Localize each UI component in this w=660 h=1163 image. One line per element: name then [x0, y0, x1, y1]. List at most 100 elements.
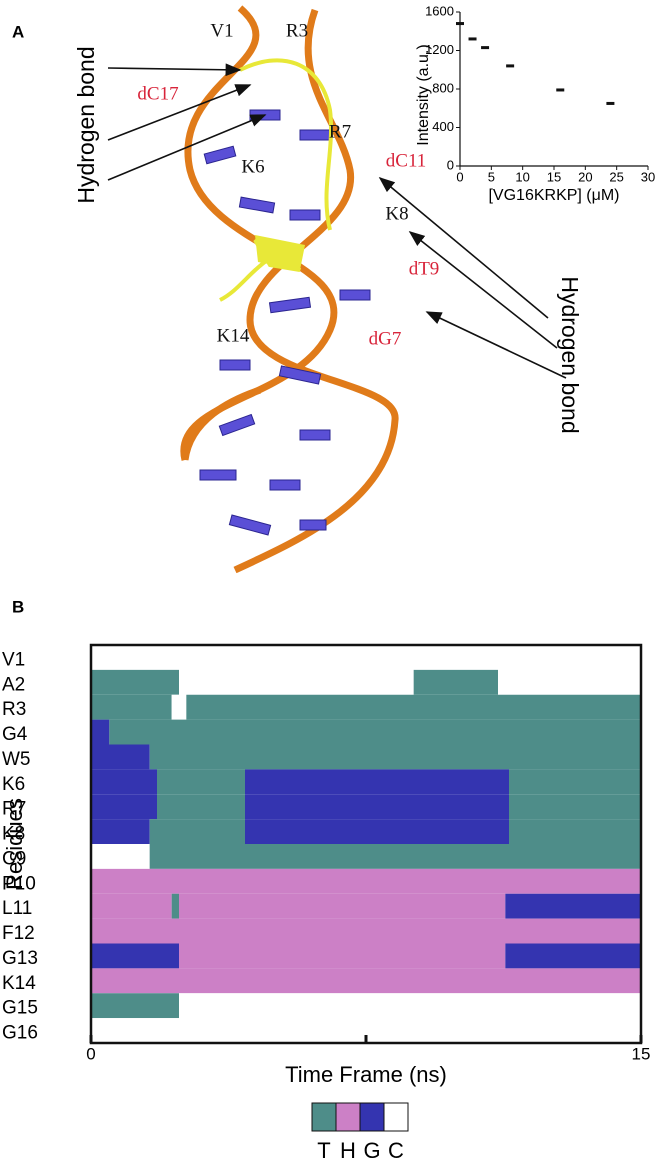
y-tick-label: R7: [2, 799, 26, 820]
y-tick-label: L11: [2, 898, 32, 919]
structure-run: [91, 993, 179, 1019]
structure-run: [186, 694, 642, 720]
structure-run: [505, 943, 641, 969]
y-tick-label: R3: [2, 699, 26, 720]
annotation: K14: [217, 325, 250, 346]
structure-run: [245, 769, 509, 795]
structure-run: [149, 844, 641, 869]
y-axis-label: Intensity (a.u.): [415, 44, 432, 145]
structure-run: [171, 893, 179, 919]
legend-swatch: [335, 1102, 361, 1132]
structure-run: [91, 819, 150, 844]
structure-run: [245, 819, 509, 844]
legend-swatch: [311, 1102, 337, 1132]
legend-swatch: [359, 1102, 385, 1132]
structure-run: [91, 918, 641, 944]
legend-label: H: [340, 1138, 356, 1163]
x-tick-label: 20: [578, 169, 592, 184]
x-tick-label: 0: [456, 169, 463, 184]
structure-run: [498, 669, 641, 695]
structure-run: [109, 719, 642, 745]
callout: Hydrogen bond: [557, 276, 583, 433]
legend-label: T: [317, 1138, 330, 1163]
annotation: R3: [286, 20, 308, 41]
x-tick-label: 10: [515, 169, 529, 184]
x-tick-label: 25: [609, 169, 623, 184]
structure-run: [171, 694, 187, 720]
y-tick-label: V1: [2, 649, 25, 670]
legend-label: G: [363, 1138, 380, 1163]
annotation: K6: [241, 156, 264, 177]
x-tick-label: 30: [641, 169, 655, 184]
structure-run: [91, 694, 172, 720]
structure-run: [91, 868, 641, 894]
structure-run: [91, 968, 641, 994]
structure-run: [179, 669, 414, 695]
structure-run: [413, 669, 498, 695]
x-tick-label: 0: [86, 1044, 95, 1063]
y-tick-label: K14: [2, 973, 36, 994]
x-tick-label: 5: [488, 169, 495, 184]
y-tick-label: 1600: [425, 3, 454, 18]
structure-run: [91, 719, 110, 745]
legend-swatch: [383, 1102, 409, 1132]
structure-run: [509, 769, 641, 795]
annotation: dT9: [409, 258, 440, 279]
y-tick-label: K6: [2, 774, 25, 795]
structure-run: [509, 819, 641, 844]
y-tick-label: C9: [2, 848, 26, 869]
x-tick-label: 15: [632, 1044, 651, 1063]
y-axis-label: Residues: [2, 798, 27, 890]
arrows: [107, 63, 567, 379]
annotation: dC11: [386, 150, 426, 171]
point: [506, 64, 515, 68]
y-tick-label: 800: [432, 80, 454, 95]
y-tick-label: 1200: [425, 42, 454, 57]
structure-run: [91, 669, 179, 695]
annotation: V1: [210, 20, 233, 41]
structure-run: [91, 645, 641, 670]
y-tick-label: 400: [432, 119, 454, 134]
annotation: K8: [385, 203, 408, 224]
annotation: dG7: [369, 328, 402, 349]
y-tick-label: K8: [2, 824, 25, 845]
structure-run: [91, 943, 179, 969]
point: [606, 101, 615, 105]
structure-run: [505, 893, 641, 919]
structure-run: [157, 794, 245, 820]
annotation: R7: [329, 121, 351, 142]
structure-run: [149, 744, 641, 770]
structure-run: [149, 819, 245, 844]
callout: Hydrogen bond: [73, 46, 99, 203]
x-tick-label: 15: [547, 169, 561, 184]
y-tick-label: G4: [2, 724, 28, 745]
structure-run: [91, 769, 157, 795]
structure-run: [179, 943, 506, 969]
point: [456, 22, 464, 26]
y-tick-label: G13: [2, 948, 38, 969]
structure-run: [509, 794, 641, 820]
y-tick-label: P10: [2, 873, 36, 894]
structure-run: [91, 744, 150, 770]
structure-run: [157, 769, 245, 795]
structure-run: [91, 893, 172, 919]
point: [468, 37, 477, 41]
y-tick-label: W5: [2, 749, 31, 770]
x-axis-label: [VG16KRKP] (μM): [488, 187, 619, 204]
structure-run: [91, 844, 150, 869]
panel-label: B: [12, 597, 24, 616]
point: [556, 88, 565, 92]
annotation: dC17: [137, 83, 178, 104]
y-tick-label: G15: [2, 998, 38, 1019]
molecule-illustration: [180, 5, 399, 574]
point: [481, 46, 490, 50]
structure-run: [179, 893, 506, 919]
y-tick-label: A2: [2, 674, 25, 695]
x-axis-label: Time Frame (ns): [285, 1062, 447, 1087]
y-tick-label: 0: [447, 157, 454, 172]
structure-run: [245, 794, 509, 820]
y-tick-label: F12: [2, 923, 35, 944]
panel-label: A: [12, 22, 24, 41]
y-tick-label: G16: [2, 1023, 38, 1044]
